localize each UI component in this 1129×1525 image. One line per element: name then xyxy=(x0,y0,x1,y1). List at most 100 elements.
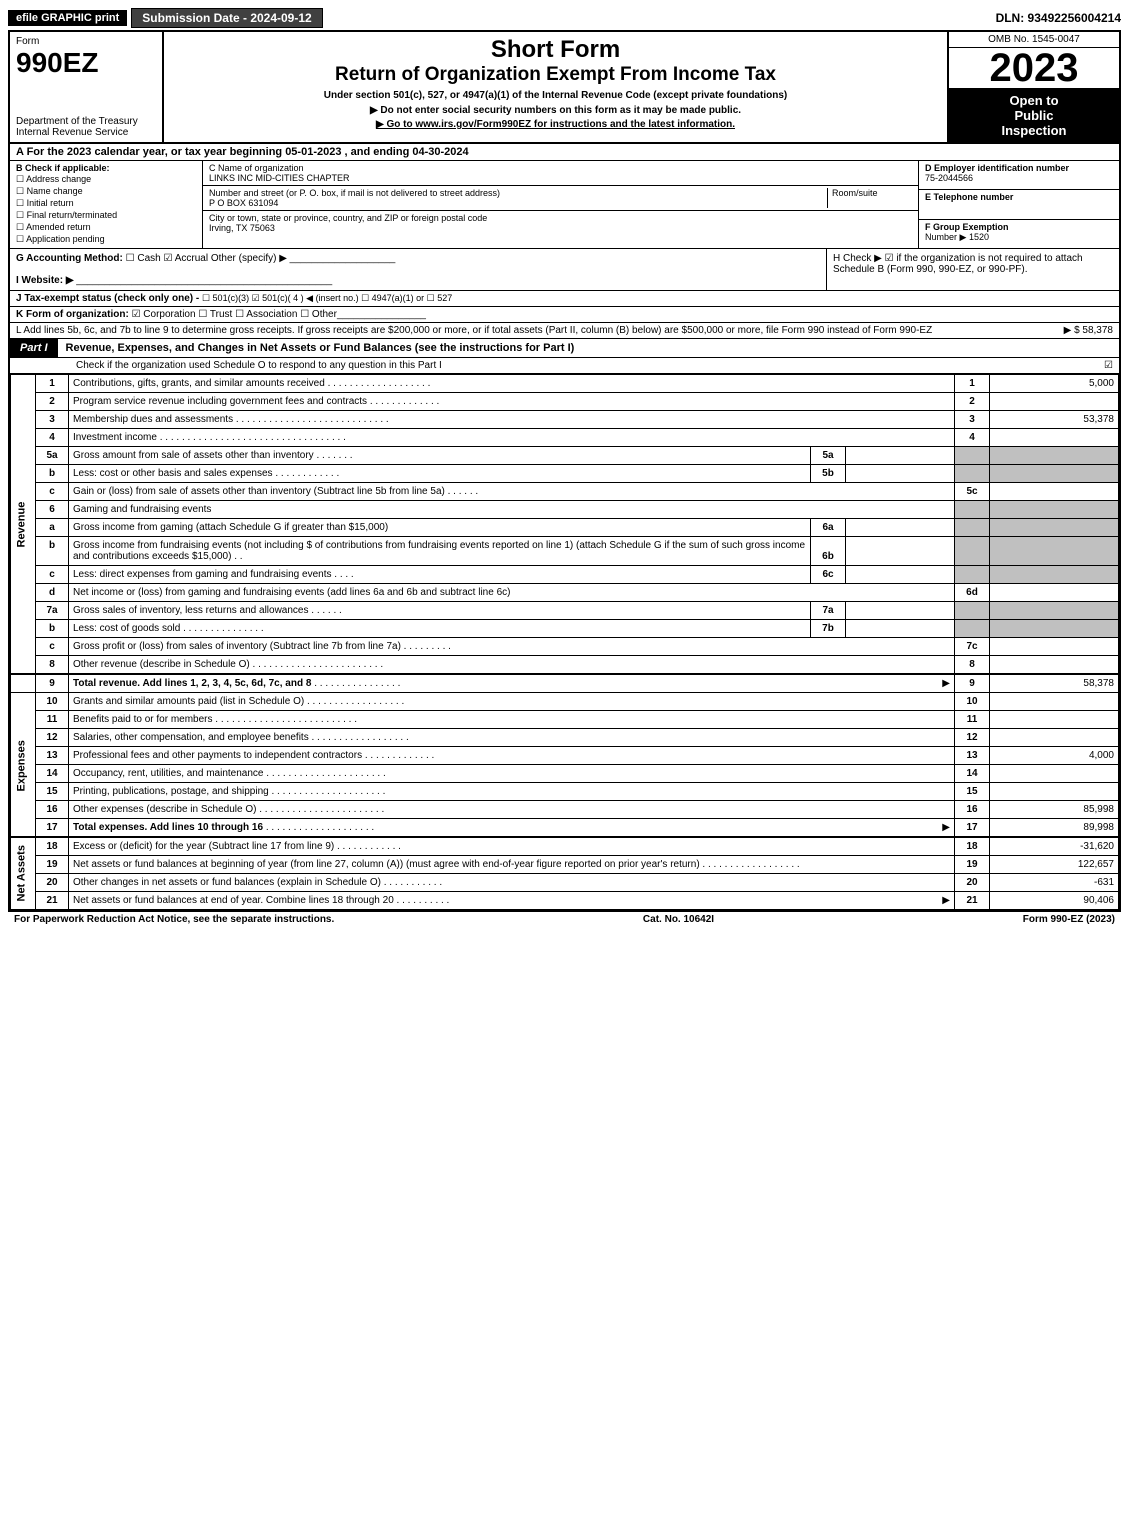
line-desc: Net income or (loss) from gaming and fun… xyxy=(73,587,510,598)
street-row: Number and street (or P. O. box, if mail… xyxy=(203,186,918,211)
line-desc: Investment income xyxy=(73,432,157,443)
open-line-1: Open to xyxy=(953,93,1115,108)
open-to-public: Open to Public Inspection xyxy=(949,89,1119,142)
table-row: 5a Gross amount from sale of assets othe… xyxy=(11,447,1119,465)
grey xyxy=(955,602,990,620)
grey xyxy=(990,602,1119,620)
line-desc: Less: cost or other basis and sales expe… xyxy=(73,468,273,479)
table-row: 21 Net assets or fund balances at end of… xyxy=(11,892,1119,910)
line-desc: Gross profit or (loss) from sales of inv… xyxy=(73,641,401,652)
open-line-2: Public xyxy=(953,108,1115,123)
check-application-pending[interactable]: Application pending xyxy=(16,234,196,245)
right-header: OMB No. 1545-0047 2023 Open to Public In… xyxy=(949,32,1119,142)
section-c-name-address: C Name of organization LINKS INC MID-CIT… xyxy=(203,161,918,248)
line-right-num: 21 xyxy=(955,892,990,910)
line-amount xyxy=(990,584,1119,602)
city-label: City or town, state or province, country… xyxy=(209,213,487,223)
line-num: b xyxy=(36,537,69,566)
line-amount: 89,998 xyxy=(990,819,1119,838)
efile-print-button[interactable]: efile GRAPHIC print xyxy=(8,10,127,26)
line-num: 4 xyxy=(36,429,69,447)
check-initial-return[interactable]: Initial return xyxy=(16,198,196,209)
part-i-check: Check if the organization used Schedule … xyxy=(10,358,1119,374)
part-i-check-text: Check if the organization used Schedule … xyxy=(76,360,442,371)
part-i-badge: Part I xyxy=(10,339,58,357)
line-desc: Other changes in net assets or fund bala… xyxy=(73,877,381,888)
line-amount: -31,620 xyxy=(990,837,1119,856)
instruction-link-text[interactable]: ▶ Go to www.irs.gov/Form990EZ for instru… xyxy=(376,119,735,130)
return-title: Return of Organization Exempt From Incom… xyxy=(172,64,939,86)
sub-amount xyxy=(846,537,955,566)
city-row: City or town, state or province, country… xyxy=(203,211,918,235)
line-amount xyxy=(990,783,1119,801)
line-num: 7a xyxy=(36,602,69,620)
line-desc: Total revenue. Add lines 1, 2, 3, 4, 5c,… xyxy=(73,678,311,689)
table-row: c Less: direct expenses from gaming and … xyxy=(11,566,1119,584)
part-i-checkbox[interactable]: ☑ xyxy=(1104,360,1113,371)
line-right-num: 20 xyxy=(955,874,990,892)
line-right-num: 7c xyxy=(955,638,990,656)
submission-date-badge: Submission Date - 2024-09-12 xyxy=(131,8,322,28)
g-cash[interactable]: Cash xyxy=(126,253,161,264)
table-row: 20 Other changes in net assets or fund b… xyxy=(11,874,1119,892)
lines-table: Revenue 1 Contributions, gifts, grants, … xyxy=(10,374,1119,910)
check-final-return[interactable]: Final return/terminated xyxy=(16,210,196,221)
section-b-checkboxes: B Check if applicable: Address change Na… xyxy=(10,161,203,248)
line-desc: Contributions, gifts, grants, and simila… xyxy=(73,378,325,389)
tax-year: 2023 xyxy=(949,48,1119,89)
sub-amount xyxy=(846,465,955,483)
line-desc: Benefits paid to or for members xyxy=(73,714,213,725)
grey xyxy=(955,566,990,584)
line-num: c xyxy=(36,566,69,584)
footer-right: Form 990-EZ (2023) xyxy=(1023,914,1115,925)
check-name-change[interactable]: Name change xyxy=(16,186,196,197)
form-id-cell: Form 990EZ Department of the Treasury In… xyxy=(10,32,164,142)
section-g: G Accounting Method: Cash Accrual Other … xyxy=(10,249,826,290)
check-address-change[interactable]: Address change xyxy=(16,174,196,185)
line-right-num: 13 xyxy=(955,747,990,765)
sub-num: 5a xyxy=(811,447,846,465)
l-amount: ▶ $ 58,378 xyxy=(1064,325,1113,336)
form-label: Form xyxy=(16,36,156,47)
g-label: G Accounting Method: xyxy=(16,253,123,264)
table-row: 12 Salaries, other compensation, and emp… xyxy=(11,729,1119,747)
h-text: H Check ▶ ☑ if the organization is not r… xyxy=(833,253,1083,275)
sub-num: 7b xyxy=(811,620,846,638)
table-row: 14 Occupancy, rent, utilities, and maint… xyxy=(11,765,1119,783)
ein-label: D Employer identification number xyxy=(925,163,1069,173)
g-accrual[interactable]: Accrual xyxy=(164,253,209,264)
line-num: b xyxy=(36,465,69,483)
table-row: a Gross income from gaming (attach Sched… xyxy=(11,519,1119,537)
group-exemption-label2: Number ▶ xyxy=(925,232,966,242)
line-desc: Salaries, other compensation, and employ… xyxy=(73,732,309,743)
line-amount xyxy=(990,638,1119,656)
grey xyxy=(990,620,1119,638)
line-right-num: 5c xyxy=(955,483,990,501)
sub-num: 5b xyxy=(811,465,846,483)
table-row: 9 Total revenue. Add lines 1, 2, 3, 4, 5… xyxy=(11,674,1119,693)
line-num: c xyxy=(36,483,69,501)
ein-value: 75-2044566 xyxy=(925,173,973,183)
g-other[interactable]: Other (specify) ▶ xyxy=(211,253,287,264)
line-desc: Occupancy, rent, utilities, and maintena… xyxy=(73,768,263,779)
table-row: 3 Membership dues and assessments . . . … xyxy=(11,411,1119,429)
sub-amount xyxy=(846,519,955,537)
part-i-title: Revenue, Expenses, and Changes in Net As… xyxy=(66,342,575,354)
line-amount: 58,378 xyxy=(990,674,1119,693)
arrow-icon: ▶ xyxy=(942,822,950,833)
table-row: c Gross profit or (loss) from sales of i… xyxy=(11,638,1119,656)
line-desc: Gross income from gaming (attach Schedul… xyxy=(73,522,388,533)
table-row: Net Assets 18 Excess or (deficit) for th… xyxy=(11,837,1119,856)
check-amended-return[interactable]: Amended return xyxy=(16,222,196,233)
grey xyxy=(955,519,990,537)
line-amount xyxy=(990,429,1119,447)
line-num: 16 xyxy=(36,801,69,819)
line-desc: Net assets or fund balances at end of ye… xyxy=(73,895,394,906)
line-desc: Other revenue (describe in Schedule O) xyxy=(73,659,250,670)
instruction-ssn: ▶ Do not enter social security numbers o… xyxy=(172,105,939,116)
table-row: d Net income or (loss) from gaming and f… xyxy=(11,584,1119,602)
line-right-num: 4 xyxy=(955,429,990,447)
l-text: L Add lines 5b, 6c, and 7b to line 9 to … xyxy=(16,325,932,336)
grey xyxy=(990,465,1119,483)
line-num: 18 xyxy=(36,837,69,856)
